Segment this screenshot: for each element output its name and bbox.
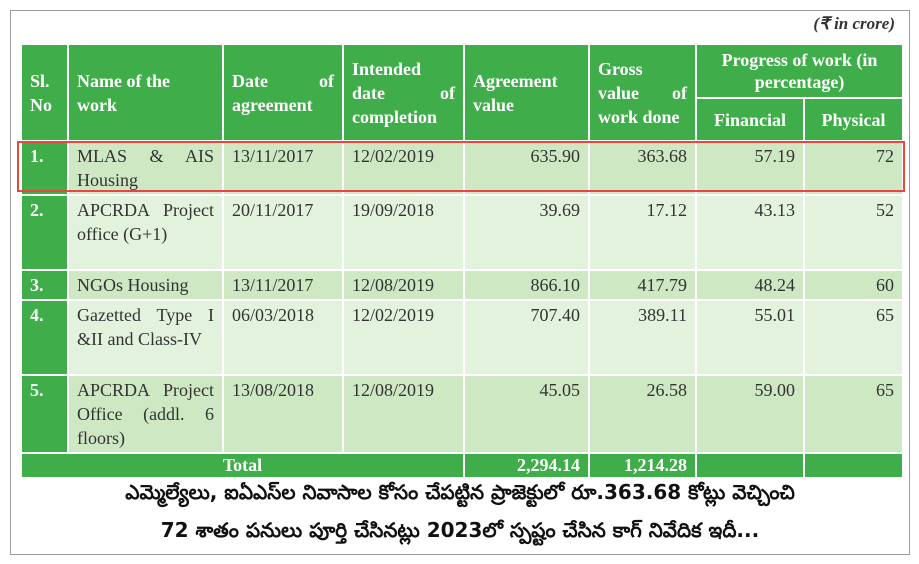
table-cell: 12/02/2019 <box>342 140 465 196</box>
unit-note: (₹ in crore) <box>813 14 895 33</box>
table-cell: 45.05 <box>463 374 590 454</box>
table-cell: 389.11 <box>588 299 697 376</box>
table-cell: APCRDA Project Office (addl. 6 floors) <box>67 374 224 454</box>
table-cell: 57.19 <box>695 140 805 196</box>
table-row: 1. MLAS & AIS Housing 13/11/2017 12/02/2019… <box>20 140 905 196</box>
table-cell: 3. <box>20 269 69 301</box>
table-cell: 65 <box>802 299 905 376</box>
table-cell: 866.10 <box>463 269 590 301</box>
total-cell: 1,214.28 <box>588 452 697 479</box>
table-cell: 19/09/2018 <box>342 194 465 271</box>
table-cell: 17.12 <box>588 194 697 271</box>
table: Sl. No Name of the work Date of agreement I… <box>20 43 905 479</box>
caption-line: ఎమ్మెల్యేలు, ఐఏఎస్‌ల నివాసాల కోసం చేపట్ట… <box>125 480 795 504</box>
table-cell: 43.13 <box>695 194 805 271</box>
table-cell: 72 <box>802 140 905 196</box>
column-header: Name of the work <box>67 43 224 142</box>
table-cell: NGOs Housing <box>67 269 224 301</box>
table-cell: 2. <box>20 194 69 271</box>
total-empty <box>695 452 805 479</box>
table-cell: 13/11/2017 <box>222 140 344 196</box>
total-label: Total <box>20 452 465 479</box>
table-cell: Gazetted Type I &II and Class-IV <box>67 299 224 376</box>
table-row: 4. Gazetted Type I &II and Class-IV 06/03/… <box>20 299 905 376</box>
column-header: Progress of work (in percentage) <box>694 43 905 99</box>
table-cell: 4. <box>20 299 69 376</box>
column-header: Agreement value <box>463 43 590 142</box>
table-cell: 417.79 <box>588 269 697 301</box>
table-cell: 59.00 <box>695 374 805 454</box>
subcolumn-header: Physical <box>802 97 905 142</box>
table-cell: 13/11/2017 <box>222 269 344 301</box>
table-cell: 1. <box>20 140 69 196</box>
table-row: 3. NGOs Housing 13/11/2017 12/08/2019 866.10… <box>20 269 905 301</box>
column-header: Gross value of work done <box>588 43 697 142</box>
table-cell: 65 <box>802 374 905 454</box>
subcolumn-header: Financial <box>695 97 805 142</box>
table-cell: 13/08/2018 <box>222 374 344 454</box>
column-header: Intended date of completion <box>342 43 465 142</box>
header-row: Financial Physical <box>21 97 905 142</box>
table-cell: 5. <box>20 374 69 454</box>
total-row: Total 2,294.14 1,214.28 <box>20 452 905 479</box>
header-row: Sl. No Name of the work Date of agreement I… <box>20 43 905 142</box>
table-cell: 20/11/2017 <box>222 194 344 271</box>
caption-line: 72 శాతం పనులు పూర్తి చేసినట్లు 2023లో స్… <box>160 518 760 542</box>
total-cell: 2,294.14 <box>463 452 590 479</box>
table-cell: MLAS & AIS Housing <box>67 140 224 196</box>
table-cell: 55.01 <box>695 299 805 376</box>
column-header: Date of agreement <box>222 43 344 142</box>
table-cell: APCRDA Project office (G+1) <box>67 194 224 271</box>
table-cell: 52 <box>802 194 905 271</box>
table-cell: 635.90 <box>463 140 590 196</box>
table-row: 2. APCRDA Project office (G+1) 20/11/2017 1… <box>20 194 905 271</box>
column-header: Sl. No <box>20 43 69 142</box>
table-cell: 48.24 <box>695 269 805 301</box>
total-empty <box>802 452 905 479</box>
frame <box>10 10 910 555</box>
table-cell: 26.58 <box>588 374 697 454</box>
table-cell: 12/08/2019 <box>342 374 465 454</box>
table-cell: 60 <box>802 269 905 301</box>
table-row: 5. APCRDA Project Office (addl. 6 floors)… <box>20 374 905 454</box>
table-cell: 12/08/2019 <box>342 269 465 301</box>
table-cell: 707.40 <box>463 299 590 376</box>
table-cell: 12/02/2019 <box>342 299 465 376</box>
table-cell: 363.68 <box>588 140 697 196</box>
table-cell: 06/03/2018 <box>222 299 344 376</box>
table-cell: 39.69 <box>463 194 590 271</box>
